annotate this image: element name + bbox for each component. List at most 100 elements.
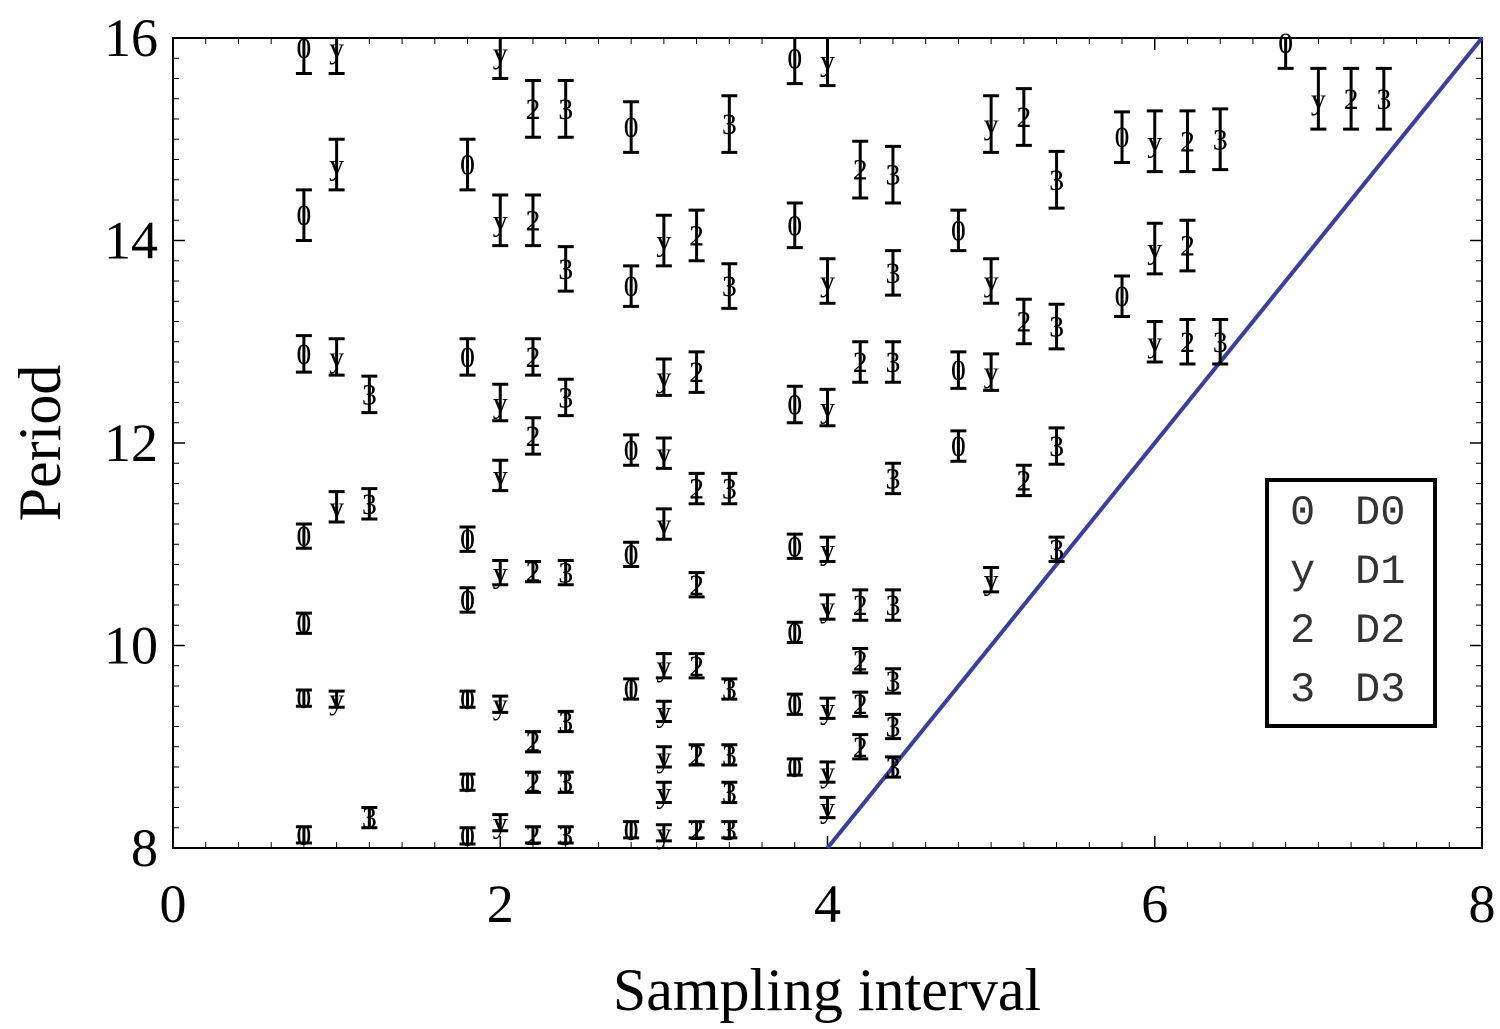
data-point-d2: 2 bbox=[688, 650, 705, 683]
data-point-d0: 0 bbox=[623, 100, 640, 154]
data-point-d2: 2 bbox=[524, 193, 541, 248]
data-point-d0: 0 bbox=[459, 523, 476, 556]
y-tick-label: 16 bbox=[104, 8, 158, 68]
data-point-d3: 3 bbox=[557, 557, 574, 590]
point-marker: 2 bbox=[689, 569, 704, 602]
data-point-d3: 3 bbox=[884, 588, 901, 622]
point-marker: 3 bbox=[885, 159, 900, 192]
point-marker: y bbox=[984, 108, 999, 141]
point-marker: y bbox=[820, 533, 835, 566]
point-marker: y bbox=[493, 459, 508, 492]
data-point-d1: y bbox=[328, 32, 345, 75]
data-point-d3: 3 bbox=[557, 245, 574, 293]
data-point-d0: 0 bbox=[295, 334, 312, 374]
point-marker: 3 bbox=[362, 802, 377, 835]
data-point-d2: 2 bbox=[1179, 317, 1196, 366]
point-marker: 2 bbox=[525, 556, 540, 589]
point-marker: y bbox=[984, 564, 999, 597]
point-marker: 0 bbox=[787, 616, 802, 649]
data-point-d1: y bbox=[819, 257, 836, 305]
point-marker: 2 bbox=[1344, 83, 1359, 116]
data-point-d2: 2 bbox=[688, 350, 705, 394]
data-point-d1: y bbox=[819, 38, 836, 88]
point-marker: 3 bbox=[558, 819, 573, 852]
point-marker: y bbox=[984, 356, 999, 389]
point-marker: 2 bbox=[525, 766, 540, 799]
y-tick-labels: 8 10 12 14 16 bbox=[104, 8, 158, 878]
point-marker: 0 bbox=[624, 538, 639, 571]
data-point-d1: y bbox=[819, 591, 836, 624]
point-marker: y bbox=[656, 361, 671, 394]
x-tick-label: 6 bbox=[1141, 874, 1168, 934]
point-marker: 0 bbox=[460, 341, 475, 374]
data-point-d2: 2 bbox=[852, 340, 869, 384]
point-marker: 0 bbox=[1115, 121, 1130, 154]
data-point-d1: y bbox=[492, 193, 509, 248]
data-point-d3: 3 bbox=[1048, 426, 1065, 466]
legend: 0 D0 y D1 2 D2 3 D3 bbox=[1265, 478, 1437, 728]
data-point-d3: 3 bbox=[1212, 107, 1229, 172]
point-marker: 0 bbox=[296, 520, 311, 553]
data-point-d1: y bbox=[328, 337, 345, 377]
point-marker: 3 bbox=[1049, 164, 1064, 197]
data-point-d1: y bbox=[655, 213, 672, 268]
data-point-d1: y bbox=[492, 37, 509, 80]
data-point-d1: y bbox=[655, 817, 672, 850]
data-point-d1: y bbox=[819, 692, 836, 725]
data-point-d1: y bbox=[328, 683, 345, 716]
x-axis-title: Sampling interval bbox=[613, 957, 1041, 1023]
data-point-d3: 3 bbox=[884, 249, 901, 297]
data-point-d0: 0 bbox=[459, 820, 476, 853]
point-marker: y bbox=[820, 591, 835, 624]
point-marker: 0 bbox=[296, 199, 311, 232]
point-marker: 3 bbox=[722, 270, 737, 303]
data-point-d1: y bbox=[492, 557, 509, 590]
y-tick-label: 10 bbox=[104, 616, 158, 676]
point-marker: 0 bbox=[624, 814, 639, 847]
point-marker: 2 bbox=[525, 726, 540, 759]
point-marker: 0 bbox=[296, 819, 311, 852]
point-marker: y bbox=[329, 491, 344, 524]
point-marker: y bbox=[656, 741, 671, 774]
point-marker: y bbox=[493, 37, 508, 70]
data-point-d1: y bbox=[1146, 109, 1163, 174]
point-marker: 3 bbox=[1376, 83, 1391, 116]
data-point-d2: 2 bbox=[852, 139, 869, 200]
data-point-d3: 3 bbox=[721, 94, 738, 154]
point-marker: 2 bbox=[525, 341, 540, 374]
data-point-d2: 2 bbox=[688, 739, 705, 772]
point-marker: 0 bbox=[787, 688, 802, 721]
legend-label: D3 bbox=[1355, 666, 1405, 714]
point-marker: y bbox=[329, 341, 344, 374]
legend-symbol: 0 bbox=[1290, 489, 1315, 537]
data-point-d3: 3 bbox=[884, 144, 901, 205]
data-point-d0: 0 bbox=[459, 337, 476, 377]
y-tick-label: 12 bbox=[104, 413, 158, 473]
data-point-d3: 3 bbox=[884, 461, 901, 495]
data-point-d0: 0 bbox=[459, 137, 476, 192]
x-tick-labels: 0 2 4 6 8 bbox=[160, 874, 1496, 934]
data-point-d0: 0 bbox=[623, 538, 640, 571]
point-marker: 0 bbox=[951, 430, 966, 463]
point-marker: 2 bbox=[689, 739, 704, 772]
point-marker: 0 bbox=[296, 682, 311, 715]
data-point-d1: y bbox=[492, 807, 509, 840]
data-point-d1: y bbox=[983, 352, 1000, 392]
point-marker: 2 bbox=[853, 731, 868, 764]
point-marker: 0 bbox=[624, 673, 639, 706]
data-point-d3: 3 bbox=[1212, 317, 1229, 366]
data-point-d0: 0 bbox=[786, 530, 803, 563]
data-point-d0: 0 bbox=[786, 688, 803, 721]
point-marker: y bbox=[656, 776, 671, 809]
point-marker: 0 bbox=[787, 751, 802, 784]
point-marker: 2 bbox=[1016, 464, 1031, 497]
data-point-d0: 0 bbox=[786, 384, 803, 425]
point-marker: 3 bbox=[885, 589, 900, 622]
data-point-d2: 2 bbox=[688, 814, 705, 847]
data-point-d0: 0 bbox=[295, 819, 312, 852]
data-point-d2: 2 bbox=[524, 819, 541, 852]
data-point-d3: 3 bbox=[884, 665, 901, 698]
point-marker: y bbox=[984, 265, 999, 298]
data-point-d0: 0 bbox=[786, 38, 803, 86]
data-point-d0: 0 bbox=[1114, 274, 1131, 318]
